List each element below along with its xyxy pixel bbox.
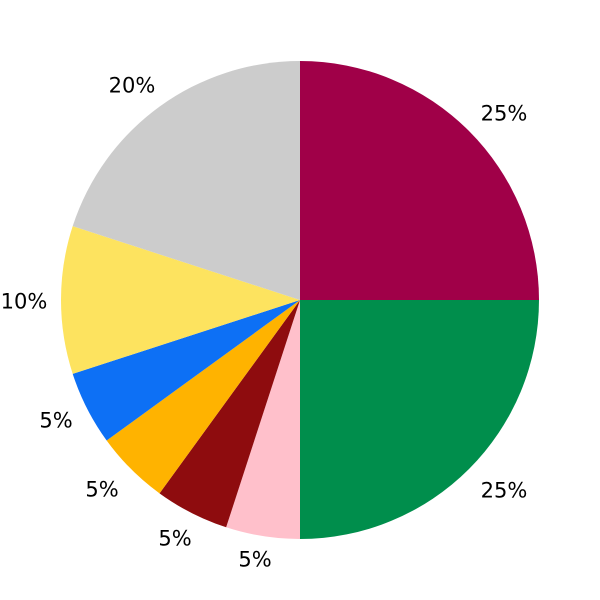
pie-slice-6 xyxy=(61,226,301,374)
pie-slice-2 xyxy=(226,300,300,539)
pie-slice-label-4: 5% xyxy=(85,477,118,501)
pie-slice-label-6: 10% xyxy=(1,289,48,313)
pie-slice-label-0: 25% xyxy=(481,101,528,125)
pie-slice-label-5: 5% xyxy=(39,408,72,432)
pie-slice-5 xyxy=(72,300,300,441)
pie-slice-1 xyxy=(300,300,539,539)
pie-slice-label-1: 25% xyxy=(481,478,528,502)
pie-slice-7 xyxy=(72,60,300,301)
pie-slice-label-3: 5% xyxy=(158,526,191,550)
pie-slice-0 xyxy=(300,61,539,300)
pie-slice-label-7: 20% xyxy=(109,73,156,97)
pie-slice-4 xyxy=(106,300,300,494)
pie-slice-label-2: 5% xyxy=(238,547,271,571)
pie-slice-3 xyxy=(159,300,300,528)
